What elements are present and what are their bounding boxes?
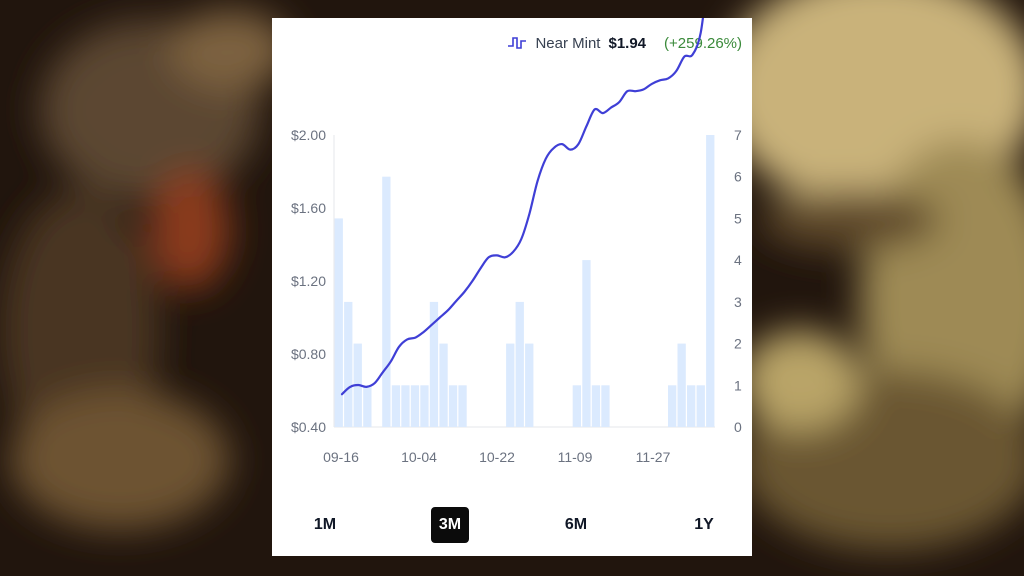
volume-bar — [582, 260, 591, 427]
volume-bar — [591, 385, 601, 427]
x-tick-label: 09-16 — [323, 449, 359, 465]
y-right-tick-label: 1 — [734, 377, 742, 393]
chart-legend: Near Mint $1.94 (+259.26%) — [507, 32, 742, 54]
volume-bar — [410, 385, 420, 427]
y-right-tick-label: 7 — [734, 127, 742, 143]
time-range-selector: 1M 3M 6M 1Y — [272, 505, 752, 545]
legend-percent-change: (+259.26%) — [664, 34, 742, 52]
range-button-3m[interactable]: 3M — [431, 507, 469, 543]
legend-current-price: $1.94 — [608, 34, 647, 52]
y-left-tick-label: $1.60 — [291, 200, 326, 216]
price-history-card: Near Mint $1.94 (+259.26%) $2.00 $1.60 $1.… — [272, 18, 752, 556]
volume-bar — [506, 343, 515, 427]
y-right-tick-label: 3 — [734, 294, 742, 310]
volume-bar — [677, 343, 686, 427]
x-tick-label: 10-04 — [401, 449, 437, 465]
range-button-6m[interactable]: 6M — [564, 516, 588, 533]
x-tick-label: 11-27 — [636, 449, 671, 465]
y-right-tick-label: 0 — [734, 419, 742, 435]
price-chart: $2.00 $1.60 $1.20 $0.80 $0.40 7 6 5 4 3 2 1 0 09-16 10… — [291, 18, 742, 465]
volume-bar — [439, 343, 448, 427]
volume-bar — [382, 176, 391, 427]
volume-bar — [401, 385, 410, 427]
volume-bar — [334, 218, 343, 427]
volume-bar — [525, 343, 534, 427]
volume-bar — [344, 301, 353, 427]
volume-bar — [448, 385, 458, 427]
volume-bar — [458, 385, 467, 427]
volume-bar — [601, 385, 610, 427]
volume-bar — [363, 385, 372, 427]
volume-bar — [668, 385, 677, 427]
volume-bar — [687, 385, 696, 427]
y-right-tick-label: 6 — [734, 169, 742, 185]
y-left-tick-label: $0.80 — [291, 346, 326, 362]
volume-bar — [572, 385, 581, 427]
volume-bar — [420, 385, 429, 427]
y-left-tick-label: $2.00 — [291, 127, 326, 143]
y-left-tick-label: $0.40 — [291, 419, 326, 435]
volume-bar — [515, 301, 524, 427]
range-button-1y[interactable]: 1Y — [694, 516, 714, 533]
volume-bar — [391, 385, 401, 427]
price-line — [340, 18, 705, 396]
x-tick-label: 11-09 — [558, 449, 593, 465]
legend-series-name: Near Mint — [535, 34, 601, 52]
y-right-tick-label: 2 — [734, 336, 742, 352]
volume-bar — [706, 135, 715, 427]
range-button-1m[interactable]: 1M — [313, 516, 337, 533]
y-right-tick-label: 5 — [734, 210, 742, 226]
volume-bar — [696, 385, 705, 427]
step-line-icon — [508, 37, 527, 49]
volume-bar — [429, 301, 439, 427]
y-right-tick-label: 4 — [734, 252, 742, 268]
y-left-tick-label: $1.20 — [291, 273, 326, 289]
x-tick-label: 10-22 — [479, 449, 515, 465]
